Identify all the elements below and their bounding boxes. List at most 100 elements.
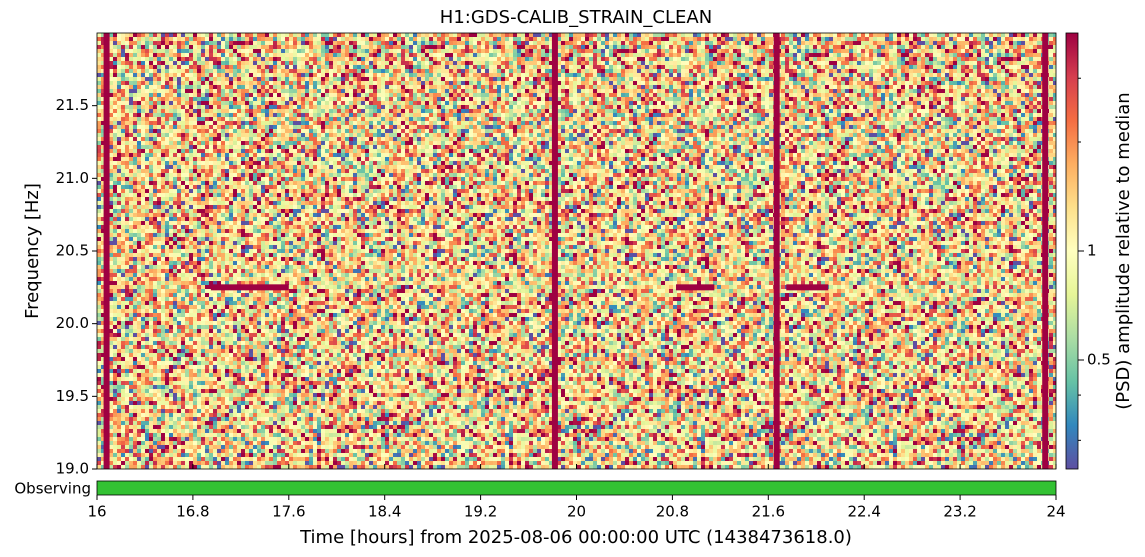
texture-cell xyxy=(125,185,129,189)
texture-cell xyxy=(97,101,101,105)
texture-cell xyxy=(117,117,121,121)
texture-cell xyxy=(117,373,121,377)
texture-cell xyxy=(121,113,125,117)
texture-cell xyxy=(141,409,145,413)
texture-cell xyxy=(165,297,169,301)
texture-cell xyxy=(121,453,125,457)
texture-cell xyxy=(153,301,157,305)
texture-cell xyxy=(113,273,117,277)
texture-cell xyxy=(149,285,153,289)
texture-cell xyxy=(141,97,145,101)
texture-cell xyxy=(141,205,145,209)
chart: H1:GDS-CALIB_STRAIN_CLEAN Time [hours] f… xyxy=(0,0,1145,557)
texture-cell xyxy=(145,145,149,149)
texture-cell xyxy=(109,81,113,85)
texture-cell xyxy=(141,405,145,409)
texture-cell xyxy=(161,37,165,41)
texture-cell xyxy=(129,301,133,305)
texture-cell xyxy=(97,357,101,361)
texture-cell xyxy=(145,53,149,57)
texture-cell xyxy=(125,221,129,225)
texture-cell xyxy=(117,229,121,233)
texture-cell xyxy=(141,105,145,109)
texture-cell xyxy=(133,317,137,321)
texture-cell xyxy=(141,113,145,117)
texture-cell xyxy=(145,153,149,157)
texture-cell xyxy=(109,209,113,213)
texture-cell xyxy=(129,189,133,193)
texture-cell xyxy=(157,53,161,57)
texture-cell xyxy=(157,321,161,325)
texture-cell xyxy=(145,457,149,461)
texture-cell xyxy=(117,277,121,281)
texture-cell xyxy=(153,193,157,197)
texture-cell xyxy=(145,73,149,77)
texture-cell xyxy=(161,57,165,61)
texture-cell xyxy=(97,209,101,213)
texture-cell xyxy=(145,225,149,229)
texture-cell xyxy=(161,105,165,109)
texture-cell xyxy=(121,261,125,265)
texture-cell xyxy=(153,421,157,425)
texture-cell xyxy=(121,49,125,53)
texture-cell xyxy=(125,353,129,357)
texture-cell xyxy=(117,85,121,89)
texture-cell xyxy=(121,421,125,425)
texture-cell xyxy=(165,457,169,461)
texture-cell xyxy=(157,89,161,93)
texture-cell xyxy=(125,449,129,453)
texture-cell xyxy=(109,137,113,141)
texture-cell xyxy=(129,341,133,345)
texture-cell xyxy=(169,81,173,85)
texture-cell xyxy=(165,221,169,225)
texture-cell xyxy=(165,141,169,145)
texture-cell xyxy=(129,369,133,373)
texture-cell xyxy=(125,169,129,173)
texture-cell xyxy=(113,149,117,153)
texture-cell xyxy=(157,461,161,465)
texture-cell xyxy=(125,429,129,433)
texture-cell xyxy=(137,189,141,193)
texture-cell xyxy=(117,97,121,101)
texture-cell xyxy=(161,169,165,173)
texture-cell xyxy=(161,173,165,177)
texture-cell xyxy=(109,297,113,301)
texture-cell xyxy=(129,297,133,301)
texture-cell xyxy=(161,425,165,429)
texture-cell xyxy=(145,245,149,249)
texture-cell xyxy=(109,413,113,417)
texture-cell xyxy=(165,441,169,445)
texture-cell xyxy=(113,285,117,289)
texture-cell xyxy=(149,53,153,57)
texture-cell xyxy=(165,81,169,85)
texture-cell xyxy=(133,233,137,237)
texture-cell xyxy=(157,449,161,453)
texture-cell xyxy=(165,45,169,49)
texture-cell xyxy=(157,393,161,397)
texture-cell xyxy=(133,357,137,361)
texture-cell xyxy=(165,437,169,441)
texture-cell xyxy=(97,165,101,169)
texture-cell xyxy=(137,285,141,289)
texture-cell xyxy=(129,121,133,125)
texture-cell xyxy=(97,401,101,405)
texture-cell xyxy=(153,93,157,97)
texture-cell xyxy=(125,225,129,229)
texture-cell xyxy=(125,81,129,85)
texture-cell xyxy=(145,69,149,73)
texture-cell xyxy=(121,225,125,229)
texture-cell xyxy=(129,241,133,245)
texture-cell xyxy=(161,185,165,189)
texture-cell xyxy=(109,461,113,465)
texture-cell xyxy=(153,225,157,229)
texture-cell xyxy=(137,445,141,449)
texture-cell xyxy=(113,365,117,369)
texture-cell xyxy=(117,141,121,145)
texture-cell xyxy=(145,77,149,81)
texture-cell xyxy=(109,101,113,105)
texture-cell xyxy=(141,81,145,85)
texture-cell xyxy=(133,445,137,449)
texture-cell xyxy=(137,85,141,89)
texture-cell xyxy=(113,217,117,221)
texture-cell xyxy=(109,173,113,177)
